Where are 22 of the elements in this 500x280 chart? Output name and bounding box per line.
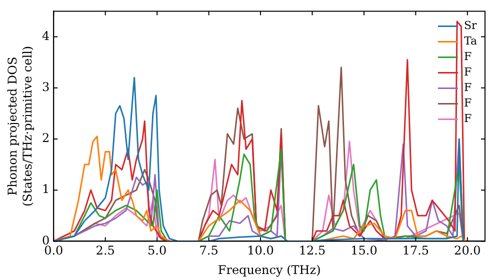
x-tick-label: 20.0: [454, 244, 481, 258]
y-axis-title: Phonon projected DOS (States/THz·primitive cell): [6, 46, 35, 207]
legend-label: F: [464, 81, 472, 94]
x-tick-label: 12.5: [298, 244, 326, 258]
x-tick-label: 7.5: [199, 244, 218, 258]
legend-label: F: [464, 112, 472, 126]
y-tick-label: 1: [42, 182, 50, 196]
y-tick-label: 4: [42, 28, 50, 43]
x-tick-label: 10.0: [247, 244, 274, 258]
x-tick-label: 5.0: [148, 244, 167, 258]
y-tick-label: 3: [42, 80, 50, 94]
x-tick-label: 17.5: [402, 244, 430, 258]
legend-label: F: [464, 66, 472, 79]
x-axis-title: Frequency (THz): [218, 262, 321, 277]
x-tick-label: 0.0: [44, 244, 64, 258]
y-tick-label: 2: [42, 131, 50, 146]
legend-label: F: [464, 50, 472, 64]
legend-label: Ta: [464, 34, 478, 48]
x-tick-label: 2.5: [96, 244, 115, 258]
x-tick-label: 15.0: [350, 244, 378, 258]
legend-label: Sr: [464, 19, 478, 32]
legend-label: F: [464, 96, 472, 110]
